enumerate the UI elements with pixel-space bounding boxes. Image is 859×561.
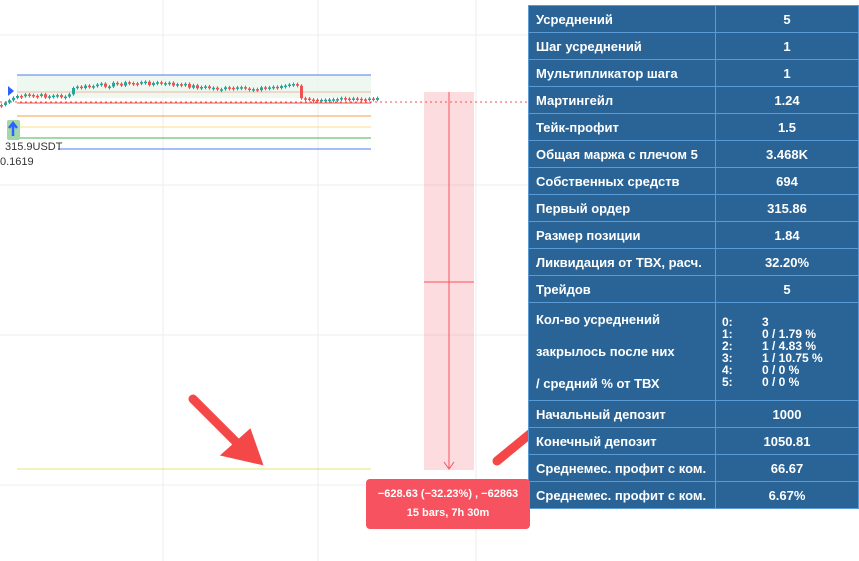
row-label: Усреднений bbox=[529, 6, 716, 32]
row-label: Трейдов bbox=[529, 276, 716, 302]
table-row: Начальный депозит 1000 bbox=[529, 401, 858, 428]
table-row: Тейк-профит 1.5 bbox=[529, 114, 858, 141]
level-stat: 0: 3 bbox=[722, 314, 769, 329]
level-stat: 1: 0 / 1.79 % bbox=[722, 326, 817, 341]
row-label: закрылось после них bbox=[536, 343, 675, 359]
measure-tooltip: −628.63 (−32.23%) , −62863 15 bars, 7h 3… bbox=[366, 479, 530, 529]
averaging-stats-row: Кол-во усреднений закрылось после них / ср… bbox=[529, 303, 858, 401]
table-row: Среднемес. профит с ком. 66.67 bbox=[529, 455, 858, 482]
row-value: 32.20% bbox=[764, 254, 810, 270]
row-value: 66.67 bbox=[770, 460, 804, 476]
arrow-down-icon bbox=[443, 461, 455, 470]
table-row: Общая маржа с плечом 5 3.468K bbox=[529, 141, 858, 168]
row-label: Шаг усреднений bbox=[529, 33, 716, 59]
candles bbox=[0, 80, 379, 108]
table-row: Размер позиции 1.84 bbox=[529, 222, 858, 249]
row-value: 1.84 bbox=[774, 227, 800, 243]
table-row: Собственных средств 694 bbox=[529, 168, 858, 195]
row-label: Первый ордер bbox=[529, 195, 716, 221]
row-label: Собственных средств bbox=[529, 168, 716, 194]
level-stat: 4: 0 / 0 % bbox=[722, 362, 800, 377]
row-value: 1.5 bbox=[777, 119, 797, 135]
row-value: 1 bbox=[783, 65, 791, 81]
row-label: Среднемес. профит с ком. bbox=[529, 455, 716, 481]
row-label: Тейк-профит bbox=[529, 114, 716, 140]
row-value: 1000 bbox=[772, 406, 802, 422]
row-label: Конечный депозит bbox=[529, 428, 716, 454]
table-row: Ликвидация от ТВХ, расч. 32.20% bbox=[529, 249, 858, 276]
price-label: 0.1619 bbox=[0, 156, 34, 168]
row-label: Мартингейл bbox=[529, 87, 716, 113]
row-value: 5 bbox=[783, 281, 791, 297]
row-label: Кол-во усреднений bbox=[536, 311, 660, 327]
row-label: Размер позиции bbox=[529, 222, 716, 248]
row-value: 5 bbox=[783, 11, 791, 27]
row-value: 3.468K bbox=[766, 146, 808, 162]
row-value: 6.67% bbox=[768, 487, 806, 503]
table-row: Мартингейл 1.24 bbox=[529, 87, 858, 114]
marker-icon bbox=[8, 86, 14, 96]
row-label: Среднемес. профит с ком. bbox=[529, 482, 716, 508]
row-value: 1.24 bbox=[774, 92, 800, 108]
row-value: 694 bbox=[776, 173, 798, 189]
table-row: Трейдов 5 bbox=[529, 276, 858, 303]
table-row: Мультипликатор шага 1 bbox=[529, 60, 858, 87]
table-row: Шаг усреднений 1 bbox=[529, 33, 858, 60]
level-stat: 2: 1 / 4.83 % bbox=[722, 338, 817, 353]
table-row: Конечный депозит 1050.81 bbox=[529, 428, 858, 455]
table-row: Среднемес. профит с ком. 6.67% bbox=[529, 482, 858, 508]
row-label: / средний % от ТВХ bbox=[536, 376, 660, 392]
table-row: Первый ордер 315.86 bbox=[529, 195, 858, 222]
level-stat: 3: 1 / 10.75 % bbox=[722, 350, 823, 365]
table-row: Усреднений 5 bbox=[529, 6, 858, 33]
row-value: 1 bbox=[783, 38, 791, 54]
row-label: Ликвидация от ТВХ, расч. bbox=[529, 249, 716, 275]
order-size-label: 315.9USDT bbox=[5, 141, 63, 153]
row-label: Мультипликатор шага bbox=[529, 60, 716, 86]
measure-change: −628.63 (−32.23%) , −62863 bbox=[377, 488, 519, 500]
row-label: Начальный депозит bbox=[529, 401, 716, 427]
row-value: 315.86 bbox=[767, 200, 807, 216]
row-value: 1050.81 bbox=[763, 433, 811, 449]
stats-table: Усреднений 5 Шаг усреднений 1 Мультипликатор… bbox=[528, 5, 859, 509]
measure-duration: 15 bars, 7h 30m bbox=[406, 507, 490, 519]
row-label: Общая маржа с плечом 5 bbox=[529, 141, 716, 167]
level-stat: 5: 0 / 0 % bbox=[722, 374, 800, 389]
arrow-up-icon bbox=[8, 120, 18, 136]
